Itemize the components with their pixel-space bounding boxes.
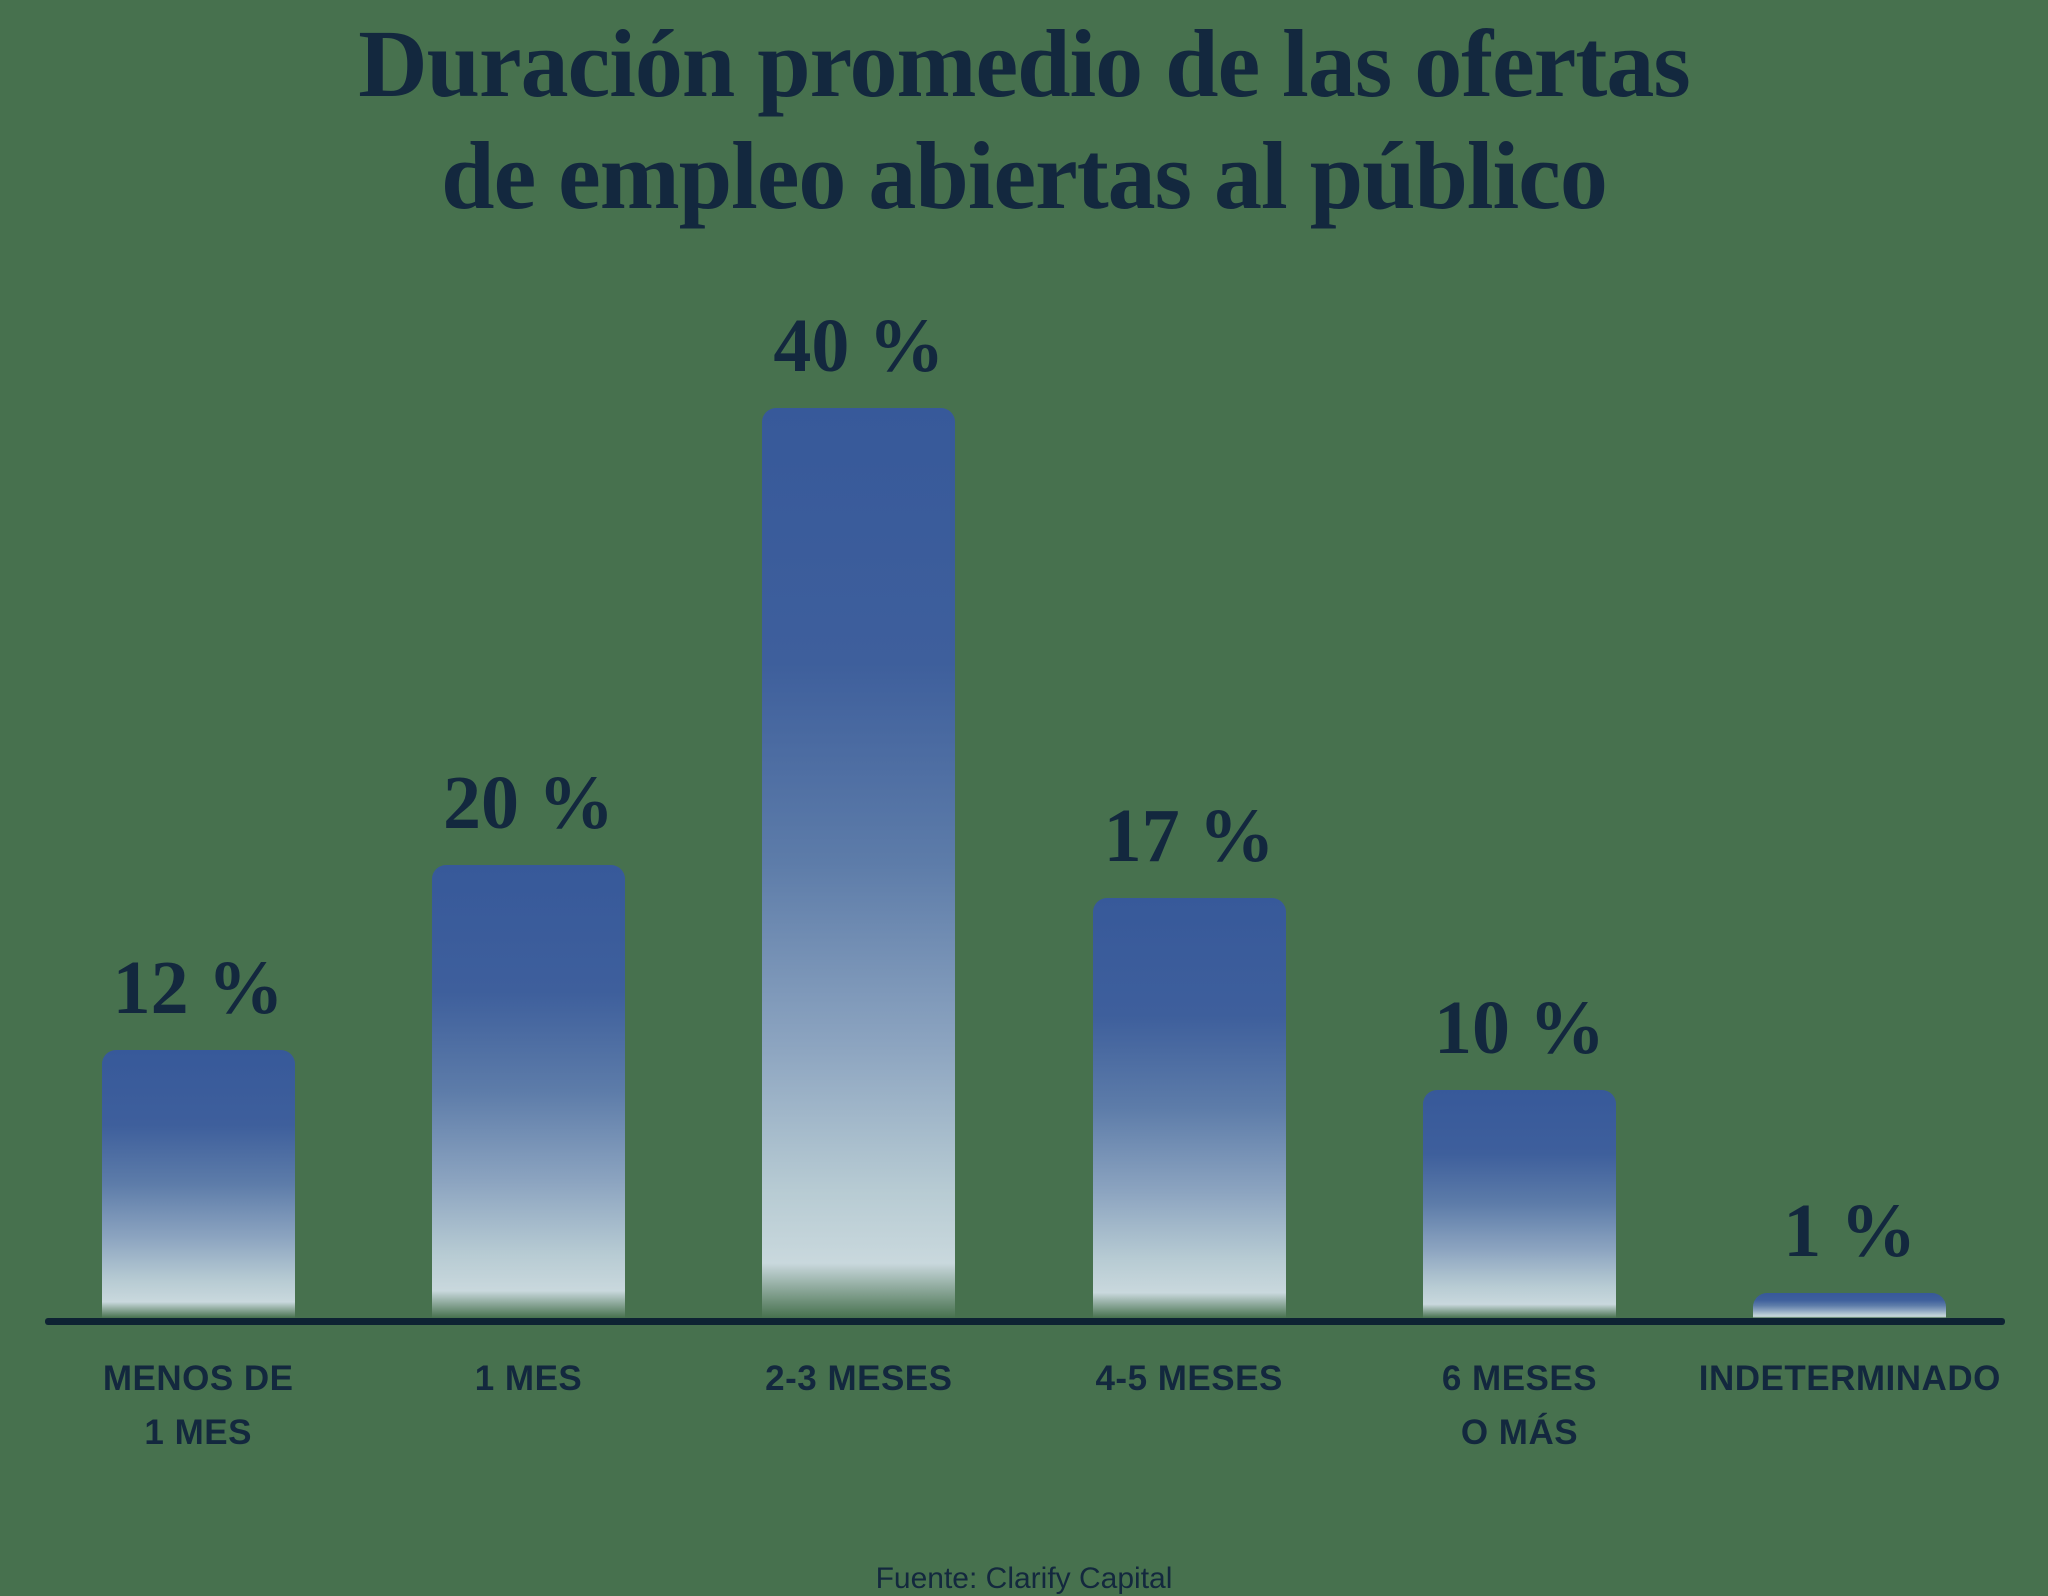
bar-menos-de-1-mes xyxy=(101,1050,295,1318)
bar-6-meses-o-mas xyxy=(1422,1090,1616,1318)
bar-group-6-meses-o-mas: 10 % xyxy=(1354,990,1684,1318)
bar-group-4-5-meses: 17 % xyxy=(1024,798,1354,1318)
tick-label-6-meses-o-mas: 6 MESES O MÁS xyxy=(1441,1359,1598,1453)
x-axis-line xyxy=(45,1318,2005,1325)
bar-value-label: 12 % xyxy=(112,946,284,1030)
bar-4-5-meses xyxy=(1092,898,1286,1318)
bar-group-menos-de-1-mes: 12 % xyxy=(33,950,363,1318)
tick-label-2-3-meses: 2-3 MESES xyxy=(765,1359,953,1398)
source-attribution: Fuente: Clarify Capital xyxy=(875,1562,1173,1595)
tick-label-4-5-meses: 4-5 MESES xyxy=(1095,1359,1283,1398)
chart-title-line-1: Duración promedio de las ofertas xyxy=(358,10,1690,117)
bar-value-label: 10 % xyxy=(1433,986,1605,1070)
chart-title-line-2: de empleo abiertas al público xyxy=(441,122,1608,230)
bar-value-label: 20 % xyxy=(442,761,614,845)
chart-title: Duración promedio de las ofertas de empl… xyxy=(0,8,2048,233)
tick-label-1-mes: 1 MES xyxy=(474,1359,583,1398)
bar-indeterminado xyxy=(1753,1293,1947,1318)
bar-2-3-meses xyxy=(762,408,956,1318)
tick-label-menos-de-1-mes: MENOS DE 1 MES xyxy=(102,1359,294,1453)
bar-value-label: 17 % xyxy=(1103,794,1275,878)
bar-value-label: 1 % xyxy=(1783,1189,1917,1273)
x-axis-tick-labels: MENOS DE 1 MES 1 MES 2-3 MESES 4-5 MESES… xyxy=(33,1352,2015,1461)
plot-area: 12 % 20 % 40 % 17 % 10 % 1 % xyxy=(33,308,2015,1318)
bar-group-indeterminado: 1 % xyxy=(1685,1193,2015,1318)
bar-value-label: 40 % xyxy=(773,304,945,388)
tick-label-indeterminado: INDETERMINADO xyxy=(1698,1359,2001,1398)
bar-1-mes xyxy=(431,865,625,1318)
bar-group-1-mes: 20 % xyxy=(363,765,693,1318)
bar-group-2-3-meses: 40 % xyxy=(694,308,1024,1318)
